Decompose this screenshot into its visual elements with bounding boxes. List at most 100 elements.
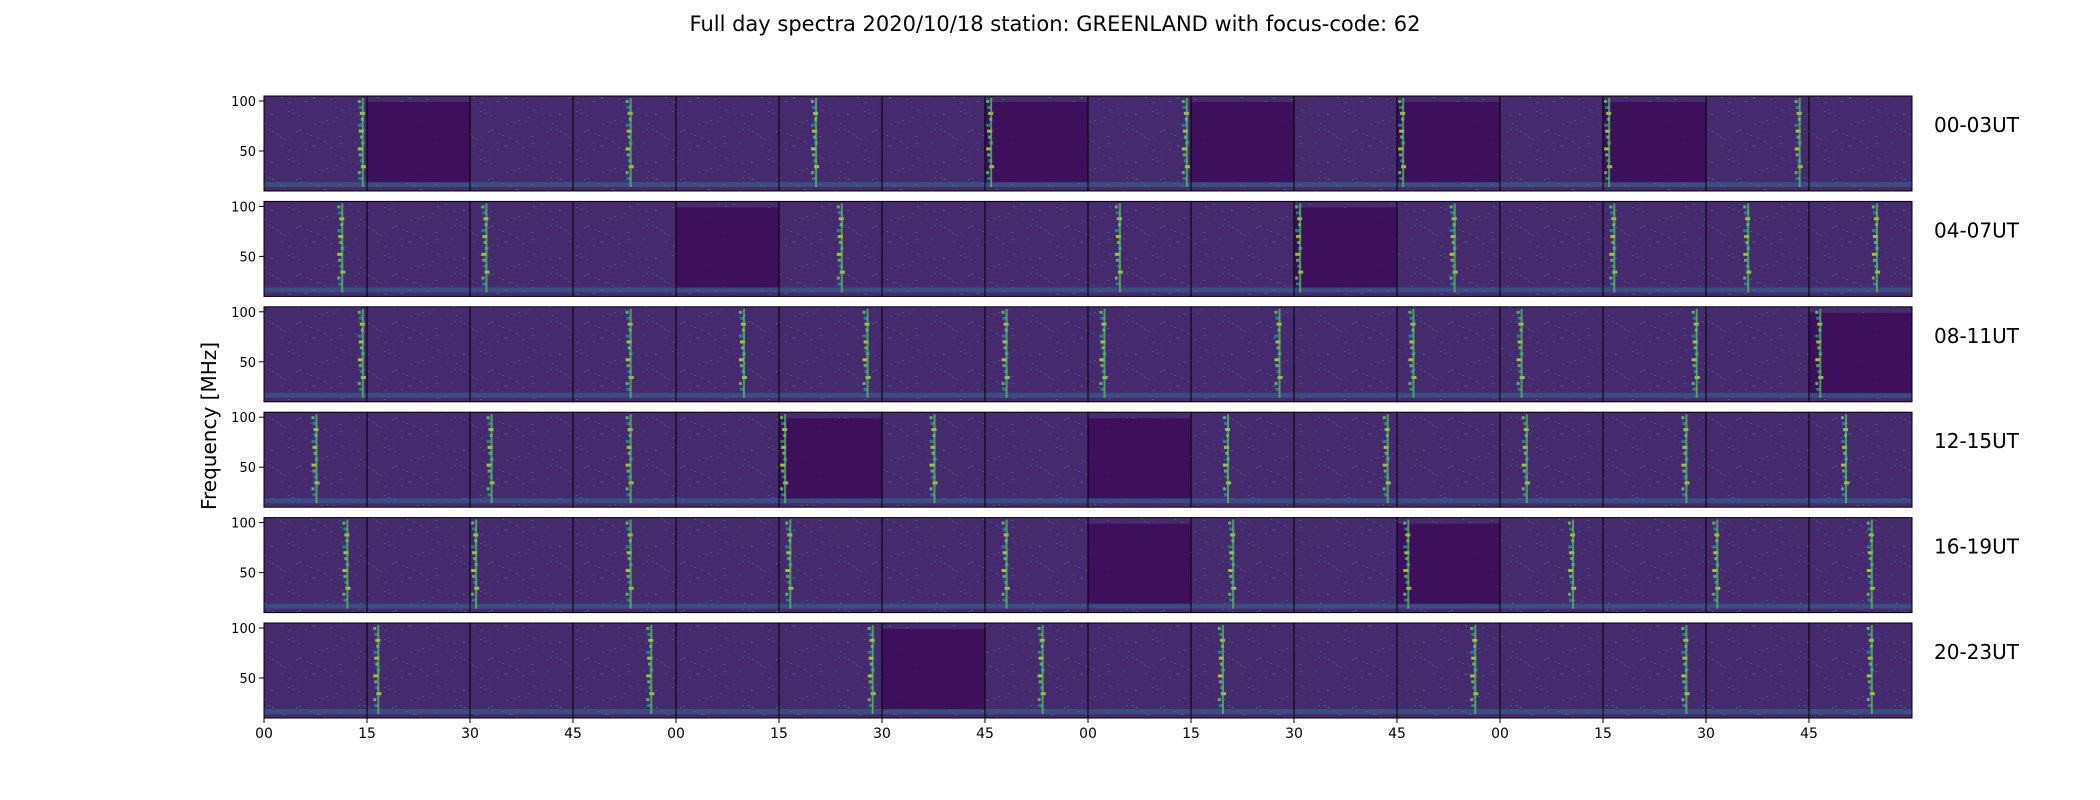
burst-mark: [813, 135, 817, 139]
low-freq-band: [1603, 498, 1706, 504]
burst-mark: [1002, 551, 1008, 555]
burst-mark: [647, 632, 652, 636]
burst-mark: [1610, 258, 1614, 262]
spectrogram-panel: [1500, 412, 1603, 508]
burst-line: [1407, 519, 1410, 609]
burst-mark: [1224, 493, 1229, 497]
burst-mark: [482, 211, 487, 215]
spectrogram-panel: [573, 623, 676, 718]
x-tick-label: 45: [564, 726, 582, 742]
burst-mark: [812, 177, 817, 181]
burst-mark: [738, 381, 742, 385]
burst-mark: [1794, 147, 1800, 151]
burst-mark: [1871, 205, 1875, 209]
burst-mark: [1099, 358, 1105, 362]
dark-panel-fill: [1603, 102, 1706, 183]
burst-mark: [488, 451, 492, 455]
burst-mark: [1842, 469, 1846, 473]
burst-line: [742, 308, 745, 398]
burst-mark: [785, 545, 790, 549]
burst-mark: [868, 704, 873, 708]
burst-mark: [1570, 557, 1574, 561]
burst-mark: [626, 445, 632, 449]
burst-mark: [1449, 252, 1455, 256]
burst-line: [315, 414, 318, 504]
burst-mark: [486, 487, 490, 491]
spectrogram-panel: [1500, 96, 1603, 191]
spectrogram-panel: [985, 412, 1088, 508]
spectrogram-panel: [367, 517, 470, 613]
burst-mark: [1181, 100, 1185, 103]
burst-mark: [625, 171, 629, 175]
burst-mark: [1794, 123, 1799, 127]
burst-mark: [1522, 422, 1527, 426]
burst-mark: [312, 493, 317, 497]
burst-mark: [1296, 235, 1302, 239]
burst-mark: [627, 451, 631, 455]
burst-mark: [1743, 205, 1747, 209]
burst-mark: [1681, 487, 1685, 491]
burst-mark: [357, 171, 361, 175]
low-freq-band: [1191, 709, 1294, 714]
x-tick-label: 30: [1285, 726, 1303, 742]
low-freq-band: [1706, 603, 1809, 609]
burst-mark: [1471, 680, 1475, 684]
burst-line: [1875, 203, 1878, 293]
burst-mark: [782, 451, 786, 455]
burst-mark: [1794, 171, 1798, 175]
burst-mark: [625, 487, 629, 491]
burst-mark: [1604, 171, 1608, 175]
burst-mark: [472, 598, 477, 602]
low-freq-band: [1809, 287, 1912, 293]
dark-panel-fill: [1397, 102, 1500, 183]
burst-mark: [1001, 521, 1005, 525]
low-freq-band: [264, 709, 367, 714]
low-freq-band: [1088, 287, 1191, 293]
low-freq-band: [367, 498, 470, 504]
spectra-rows: 100 50 00-03UT 100 50 04-07UT 100 50 08-11UT 100 5…: [231, 95, 2020, 719]
burst-mark: [1399, 105, 1404, 109]
burst-mark: [1115, 235, 1121, 239]
low-freq-band: [367, 287, 470, 293]
low-freq-band: [1397, 709, 1500, 714]
spectrogram-panel: [1603, 412, 1706, 508]
burst-mark: [838, 240, 842, 244]
burst-mark: [1568, 592, 1572, 596]
burst-line: [1103, 308, 1106, 398]
burst-mark: [1867, 704, 1872, 708]
burst-mark: [1115, 282, 1120, 286]
spectrogram-panel: [882, 306, 985, 402]
burst-mark: [1295, 252, 1301, 256]
low-freq-band: [1706, 498, 1809, 504]
burst-mark: [1866, 521, 1870, 525]
burst-mark: [1002, 598, 1007, 602]
x-tick-label: 45: [976, 726, 994, 742]
spectrogram-panel: [1603, 201, 1706, 297]
burst-mark: [626, 364, 630, 368]
burst-mark: [1517, 387, 1522, 391]
y-axis-label: Frequency [MHz]: [197, 342, 221, 510]
burst-line: [1005, 519, 1008, 609]
burst-mark: [487, 422, 492, 426]
burst-mark: [1274, 334, 1279, 338]
burst-mark: [1100, 316, 1105, 320]
burst-mark: [1114, 252, 1120, 256]
spectrogram-panel: [1603, 517, 1706, 613]
burst-mark: [1610, 282, 1615, 286]
burst-mark: [1681, 416, 1685, 420]
spectrogram-panel: [1294, 306, 1397, 402]
spectrogram-panel: [1397, 412, 1500, 508]
spectrogram-panel: [1809, 412, 1912, 508]
row-time-label: 00-03UT: [1934, 113, 2020, 137]
burst-mark: [1842, 422, 1847, 426]
burst-line: [1819, 308, 1822, 398]
burst-mark: [863, 340, 869, 344]
low-freq-band: [1191, 392, 1294, 398]
burst-mark: [1404, 527, 1409, 531]
burst-line: [871, 625, 874, 714]
burst-mark: [1841, 439, 1846, 443]
burst-mark: [1274, 310, 1278, 314]
burst-mark: [739, 340, 745, 344]
low-freq-band: [1706, 392, 1809, 398]
burst-mark: [486, 416, 490, 420]
